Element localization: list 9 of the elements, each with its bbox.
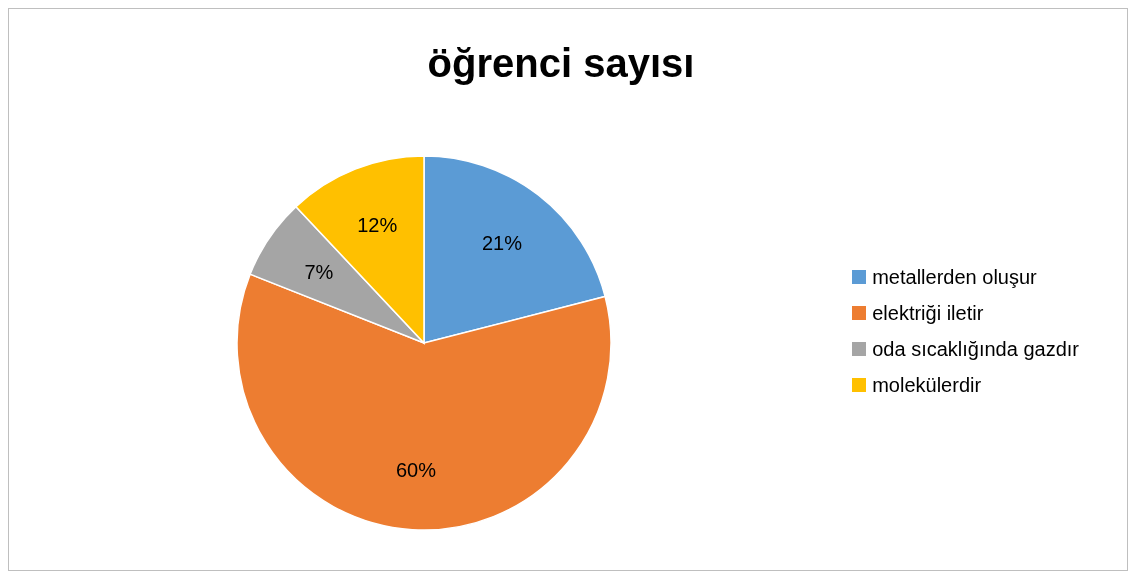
- data-label: 7%: [304, 260, 334, 283]
- chart-title: öğrenci sayısı: [426, 41, 696, 87]
- data-label: 21%: [481, 231, 523, 254]
- legend-label: elektriği iletir: [872, 301, 984, 326]
- legend-label: oda sıcaklığında gazdır: [872, 337, 1079, 362]
- legend-label: metallerden oluşur: [872, 265, 1037, 290]
- data-label: 60%: [396, 458, 437, 481]
- data-label: 12%: [357, 213, 398, 236]
- legend-label: molekülerdir: [872, 373, 982, 398]
